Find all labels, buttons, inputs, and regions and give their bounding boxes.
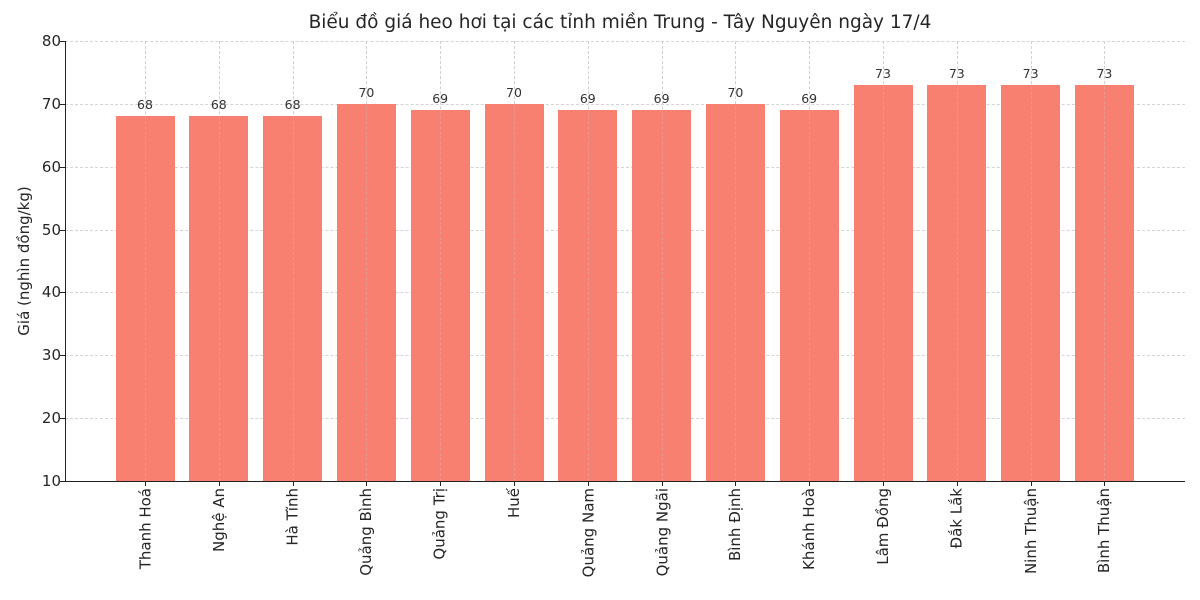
gridline-vertical [292,41,294,481]
y-tick-label: 70 [41,94,61,113]
gridline-horizontal [65,292,1185,294]
gridline-vertical [661,41,663,481]
y-tick-mark [60,166,65,168]
x-tick-mark [514,481,515,486]
gridline-horizontal [65,355,1185,357]
bar-value-label: 68 [284,97,301,113]
y-tick-mark [60,229,65,231]
gridline-vertical [883,41,884,481]
y-tick-label: 80 [41,32,61,50]
x-tick-mark [587,481,589,486]
gridline-vertical [145,41,146,481]
x-tick-label: Quảng Ngãi [653,488,671,577]
bar [632,110,692,481]
x-tick-label: Quảng Nam [579,488,598,578]
gridline-horizontal [65,41,1185,42]
gridline-vertical [218,41,220,481]
bar-value-label: 73 [1096,66,1113,81]
gridline-vertical [1104,41,1106,481]
gridline-horizontal [65,418,1185,420]
y-tick-label: 10 [41,472,61,490]
bar [410,110,470,481]
bar-value-label: 69 [579,91,596,107]
x-tick-label: Thanh Hoá [136,488,155,570]
x-tick-mark [1104,481,1106,486]
gridline-vertical [514,41,515,481]
x-tick-label: Huế [505,488,524,519]
y-tick-label: 60 [41,157,61,176]
y-tick-mark [60,355,65,357]
x-tick-label: Đắk Lắk [947,488,966,549]
bar [853,85,913,481]
y-axis-label: Giá (nghìn đồng/kg) [15,186,33,336]
bar-value-label: 70 [506,84,522,100]
x-tick-mark [218,481,220,486]
gridline-vertical [366,41,368,481]
x-tick-label: Lâm Đồng [873,488,892,565]
x-tick-label: Quảng Trị [430,488,449,560]
bar [263,116,323,481]
bar [705,103,765,481]
x-tick-label: Bình Thuận [1095,488,1114,574]
gridline-vertical [735,41,737,481]
bar-value-label: 68 [137,97,153,113]
bar-value-label: 70 [358,84,375,100]
y-tick-mark [60,292,65,294]
x-tick-mark [145,481,146,486]
gridline-horizontal [65,166,1185,168]
y-tick-label: 20 [41,409,61,428]
plot-area: 68 68 68 70 69 70 69 69 70 69 73 73 73 73 [65,41,1185,481]
gridline-vertical [1030,41,1032,481]
bar-value-label: 73 [1022,66,1039,81]
bar [484,103,544,481]
bar-value-label: 73 [875,66,891,81]
y-tick-label: 50 [41,220,61,239]
y-tick-label: 40 [41,283,61,302]
x-tick-mark [809,481,811,486]
x-axis-line [65,481,1185,482]
y-tick-mark [60,418,65,420]
x-tick-label: Quảng Bình [357,488,376,576]
x-tick-mark [292,481,294,486]
gridline-vertical [956,41,958,481]
bar [189,116,249,481]
bar [927,85,987,481]
bar [779,110,839,481]
bar [558,110,618,481]
bar-value-label: 69 [653,91,670,107]
x-tick-mark [366,481,368,486]
y-axis-line [65,41,66,482]
bar-value-label: 69 [432,91,449,107]
gridline-horizontal [65,229,1185,231]
y-tick-mark [60,481,65,482]
bar [336,103,396,481]
bar-value-label: 70 [727,84,744,100]
bar [115,116,175,481]
x-tick-mark [1030,481,1032,486]
x-tick-label: Ninh Thuận [1021,488,1040,575]
y-tick-mark [60,103,65,105]
x-tick-mark [735,481,737,486]
x-tick-mark [440,481,442,486]
x-tick-label: Khánh Hoà [800,488,819,570]
bar [1001,85,1061,481]
x-tick-label: Nghệ An [209,488,228,553]
gridline-vertical [809,41,811,481]
x-tick-label: Hà Tĩnh [283,488,302,546]
x-tick-label: Bình Định [726,488,745,562]
gridline-vertical [587,41,589,481]
x-tick-mark [661,481,663,486]
x-tick-mark [883,481,884,486]
chart-title: Biểu đồ giá heo hơi tại các tỉnh miền Tr… [308,12,932,33]
y-tick-mark [60,41,65,42]
gridline-vertical [440,41,442,481]
bar-value-label: 69 [801,91,818,107]
y-tick-label: 30 [41,346,61,365]
bar [1074,85,1134,481]
x-tick-mark [956,481,958,486]
bar-value-label: 68 [210,97,227,113]
gridline-horizontal [65,103,1185,105]
bar-value-label: 73 [948,66,965,81]
